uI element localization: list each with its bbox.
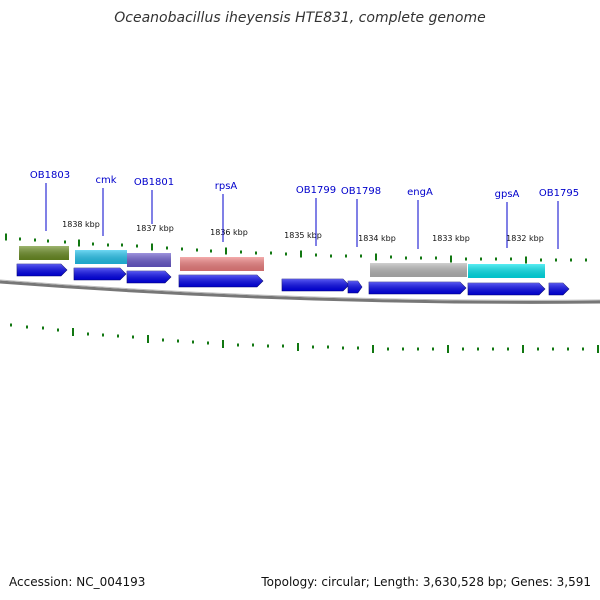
gene-box-shade (75, 250, 127, 264)
genome-title: Oceanobacillus iheyensis HTE831, complet… (114, 10, 486, 26)
gene-box-shade (127, 253, 171, 267)
gene-features (19, 246, 545, 278)
scale-labels: 1838 kbp 1837 kbp 1836 kbp 1835 kbp 1834 kbp… (62, 220, 544, 243)
accession-text: Accession: NC_004193 (9, 575, 146, 589)
scale-label: 1838 kbp (62, 220, 100, 229)
cds-arrow-shade (74, 268, 126, 280)
scale-label: 1835 kbp (284, 231, 322, 240)
genome-summary-text: Topology: circular; Length: 3,630,528 bp… (261, 575, 591, 589)
gene-label-OB1795: OB1795 (539, 188, 579, 199)
gene-label-OB1803: OB1803 (30, 170, 70, 181)
cds-arrows (16, 263, 570, 296)
gene-box-shade (468, 264, 545, 278)
cds-arrow-shade (127, 271, 171, 283)
gene-label-OB1799: OB1799 (296, 185, 336, 196)
genome-backbone (0, 280, 600, 304)
gene-box-shade (370, 263, 467, 277)
cds-arrow-shade (17, 264, 67, 276)
scale-label: 1834 kbp (358, 234, 396, 243)
cds-arrow-shade (282, 279, 349, 291)
gene-label-OB1798: OB1798 (341, 186, 381, 197)
gene-box-shade (180, 257, 264, 271)
cds-arrow-shade (549, 283, 569, 295)
gene-box-shade (19, 246, 69, 260)
cds-arrow-shade (179, 275, 263, 287)
cds-arrow-shade (348, 281, 362, 293)
cds-arrow-shade (369, 282, 466, 294)
gene-label-cmk: cmk (95, 175, 116, 186)
gene-label-engA: engA (407, 187, 433, 198)
cds-arrow-shade (468, 283, 545, 295)
scale-label: 1837 kbp (136, 224, 174, 233)
scale-label: 1836 kbp (210, 228, 248, 237)
scale-label: 1833 kbp (432, 234, 470, 243)
gene-label-rpsA: rpsA (215, 181, 238, 192)
bottom-scale-ticks (10, 323, 599, 353)
gene-label-OB1801: OB1801 (134, 177, 174, 188)
scale-label: 1832 kbp (506, 234, 544, 243)
gene-label-gpsA: gpsA (495, 189, 520, 200)
top-scale-ticks (5, 233, 587, 264)
gene-labels: OB1803 cmk OB1801 rpsA OB1799 OB1798 engA gpsA O… (30, 170, 579, 249)
